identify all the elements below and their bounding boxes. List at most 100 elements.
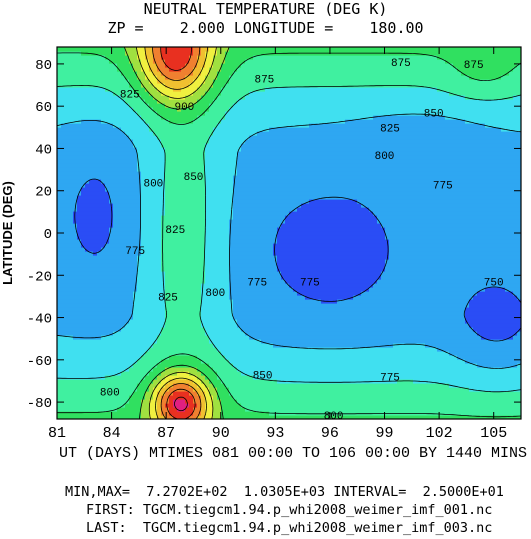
contour-cell (265, 79, 270, 84)
contour-cell (173, 59, 178, 64)
contour-cell (89, 263, 94, 268)
contour-cell (57, 87, 62, 92)
contour-cell (117, 143, 122, 148)
contour-cell (77, 123, 82, 128)
contour-cell (221, 375, 226, 380)
contour-cell (169, 247, 174, 252)
contour-cell (93, 279, 98, 284)
contour-cell (153, 87, 158, 92)
contour-cell (129, 403, 134, 408)
contour-cell (193, 71, 198, 76)
contour-cell (241, 151, 246, 156)
contour-cell (185, 91, 190, 96)
contour-cell (117, 199, 122, 204)
contour-cell (169, 171, 174, 176)
contour-cell (265, 383, 270, 388)
contour-cell (141, 275, 146, 280)
contour-cell (237, 303, 242, 308)
contour-cell (145, 415, 150, 419)
contour-cell (121, 71, 126, 76)
contour-cell (189, 143, 194, 148)
contour-cell (109, 387, 114, 392)
contour-cell (109, 275, 114, 280)
contour-cell (57, 359, 62, 364)
contour-cell (61, 59, 66, 64)
contour-cell (229, 199, 234, 204)
contour-cell (65, 367, 70, 372)
contour-cell (165, 155, 170, 160)
contour-cell (85, 67, 90, 72)
contour-cell (209, 115, 214, 120)
contour-cell (149, 319, 154, 324)
contour-cell (153, 83, 158, 88)
contour-cell (121, 391, 126, 396)
contour-cell (161, 111, 166, 116)
contour-cell (137, 363, 142, 368)
contour-cell (137, 303, 142, 308)
contour-cell (237, 115, 242, 120)
contour-cell (129, 339, 134, 344)
contour-cell (69, 375, 74, 380)
contour-cell (229, 375, 234, 380)
contour-cell (237, 91, 242, 96)
contour-cell (69, 283, 74, 288)
contour-cell (177, 159, 182, 164)
contour-cell (65, 175, 70, 180)
contour-cell (117, 415, 122, 419)
contour-cell (85, 323, 90, 328)
contour-cell (225, 103, 230, 108)
contour-cell (249, 303, 254, 308)
contour-cell (173, 115, 178, 120)
contour-cell (233, 259, 238, 264)
contour-cell (197, 303, 202, 308)
contour-cell (85, 79, 90, 84)
contour-cell (73, 167, 78, 172)
contour-cell (261, 291, 266, 296)
contour-cell (157, 55, 162, 60)
contour-cell (89, 119, 94, 124)
contour-cell (185, 191, 190, 196)
contour-cell (117, 319, 122, 324)
contour-cell (157, 75, 162, 80)
contour-cell (109, 251, 114, 256)
contour-cell (165, 179, 170, 184)
contour-cell (233, 367, 238, 372)
contour-cell (185, 271, 190, 276)
contour-cell (197, 291, 202, 296)
contour-cell (213, 79, 218, 84)
contour-cell (97, 287, 102, 292)
contour-cell (257, 175, 262, 180)
contour-cell (249, 247, 254, 252)
contour-cell (261, 143, 266, 148)
contour-cell (129, 131, 134, 136)
contour-cell (57, 67, 62, 72)
contour-cell (69, 147, 74, 152)
contour-cell (149, 411, 154, 416)
contour-cell (245, 403, 250, 408)
contour-cell (161, 287, 166, 292)
contour-cell (165, 147, 170, 152)
contour-cell (125, 383, 130, 388)
contour-cell (89, 75, 94, 80)
contour-cell (169, 363, 174, 368)
contour-cell (177, 175, 182, 180)
contour-cell (221, 399, 226, 404)
contour-cell (165, 291, 170, 296)
contour-cell (225, 327, 230, 332)
contour-cell (125, 391, 130, 396)
contour-cell (149, 103, 154, 108)
contour-cell (153, 143, 158, 148)
contour-cell (173, 155, 178, 160)
contour-cell (65, 171, 70, 176)
contour-cell (85, 355, 90, 360)
contour-cell (61, 255, 66, 260)
contour-cell (229, 347, 234, 352)
contour-cell (249, 175, 254, 180)
contour-cell (133, 111, 138, 116)
contour-cell (217, 191, 222, 196)
contour-cell (217, 203, 222, 208)
contour-cell (101, 163, 106, 168)
contour-cell (205, 143, 210, 148)
contour-cell (193, 255, 198, 260)
contour-cell (261, 243, 266, 248)
